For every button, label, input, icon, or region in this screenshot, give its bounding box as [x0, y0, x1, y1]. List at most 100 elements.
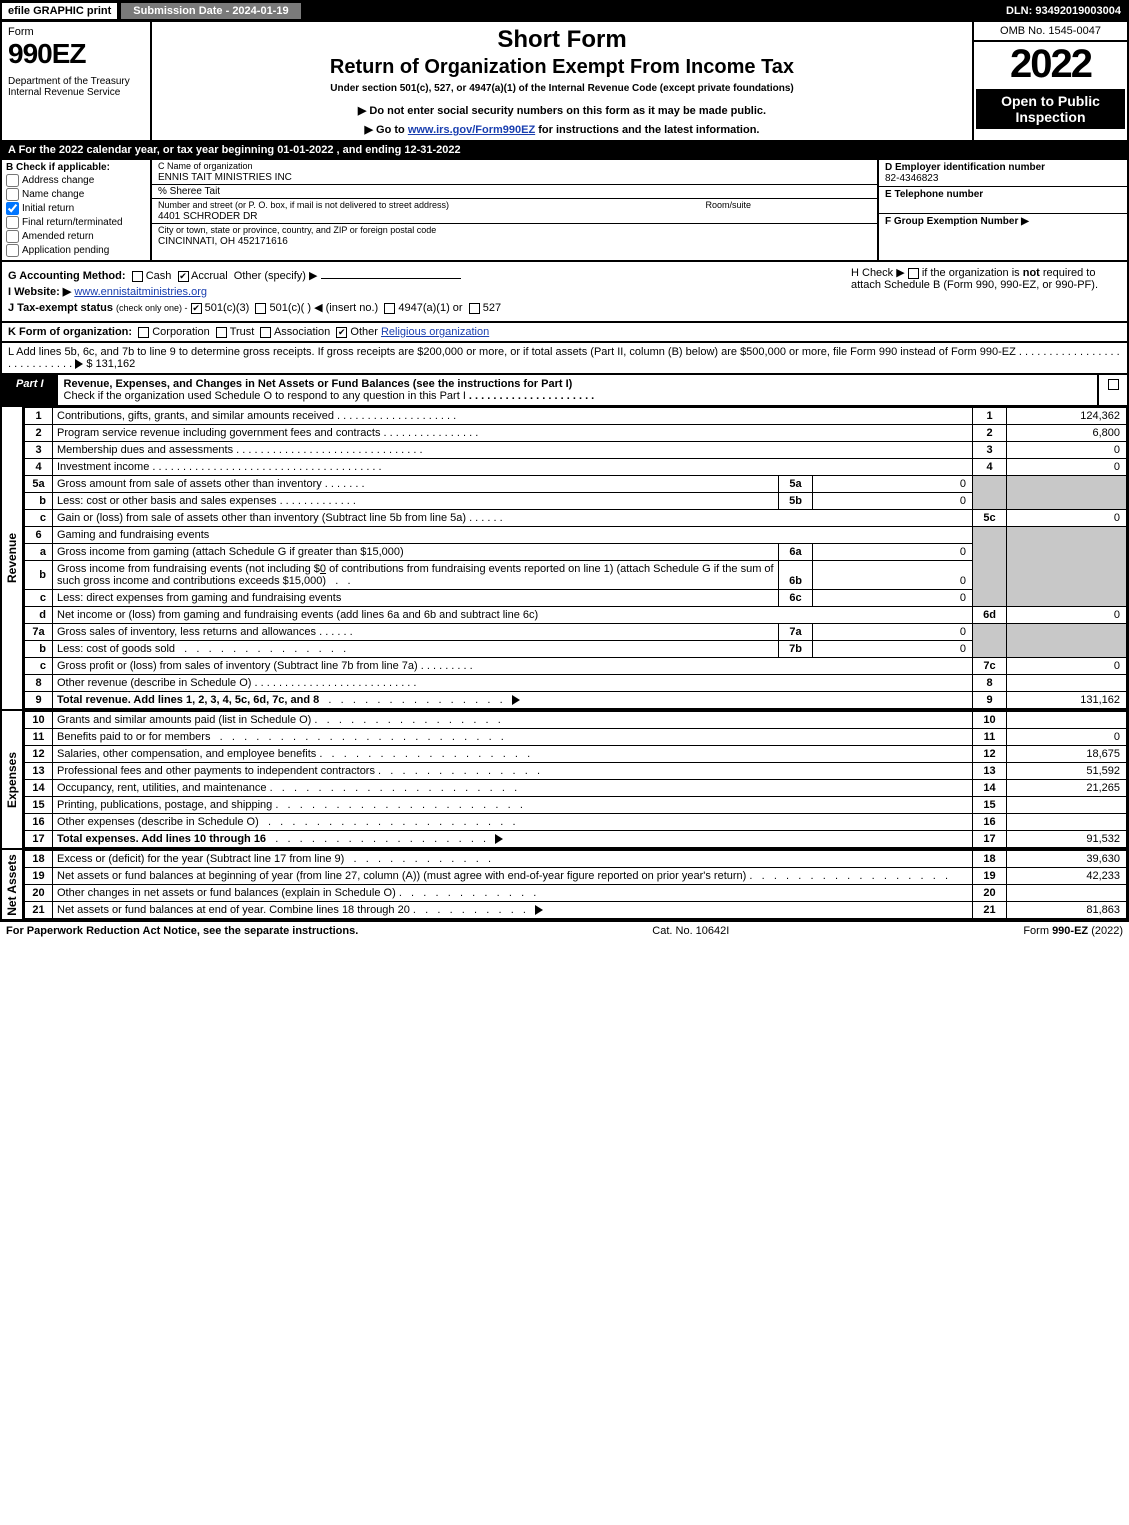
omb-number: OMB No. 1545-0047	[974, 22, 1127, 42]
g-other: Other (specify) ▶	[234, 270, 318, 282]
row-k: K Form of organization: Corporation Trus…	[0, 323, 1129, 343]
chk-application-pending[interactable]: Application pending	[6, 244, 146, 257]
table-row: 12Salaries, other compensation, and empl…	[25, 746, 1127, 763]
table-row: 5aGross amount from sale of assets other…	[25, 476, 1127, 493]
row-a-calendar: A For the 2022 calendar year, or tax yea…	[0, 142, 1129, 160]
i-label: I Website: ▶	[8, 286, 71, 298]
pct-name: % Sheree Tait	[158, 186, 220, 197]
c-name-label: C Name of organization	[158, 161, 253, 171]
table-row: 1Contributions, gifts, grants, and simil…	[25, 408, 1127, 425]
h-checkbox[interactable]	[908, 268, 919, 279]
net-assets-section: Net Assets 18Excess or (deficit) for the…	[0, 850, 1129, 921]
k-other-value[interactable]: Religious organization	[381, 326, 489, 338]
dln-label: DLN: 93492019003004	[998, 3, 1129, 19]
table-row: 3Membership dues and assessments . . . .…	[25, 442, 1127, 459]
do-not-enter: ▶ Do not enter social security numbers o…	[160, 104, 964, 117]
footer-left: For Paperwork Reduction Act Notice, see …	[6, 925, 358, 937]
triangle-icon	[75, 359, 83, 369]
chk-amended-return[interactable]: Amended return	[6, 230, 146, 243]
tax-year: 2022	[974, 42, 1127, 87]
f-label: F Group Exemption Number ▶	[885, 216, 1029, 227]
submission-date: Submission Date - 2024-01-19	[119, 1, 302, 21]
header-mid: Short Form Return of Organization Exempt…	[152, 22, 972, 140]
part-i-title-text: Revenue, Expenses, and Changes in Net As…	[64, 378, 573, 390]
chk-label: Address change	[22, 175, 94, 186]
form-word: Form	[8, 26, 144, 38]
k-other-chk[interactable]	[336, 327, 347, 338]
revenue-side-label: Revenue	[2, 407, 24, 709]
table-row: 21Net assets or fund balances at end of …	[25, 902, 1127, 919]
table-row: bLess: cost of goods sold . . . . . . . …	[25, 641, 1127, 658]
table-row: aGross income from gaming (attach Schedu…	[25, 544, 1127, 561]
table-row: 11Benefits paid to or for members . . . …	[25, 729, 1127, 746]
row-l: L Add lines 5b, 6c, and 7b to line 9 to …	[0, 343, 1129, 375]
part-i-check: Check if the organization used Schedule …	[64, 390, 466, 402]
chk-final-return[interactable]: Final return/terminated	[6, 216, 146, 229]
part-i-checkbox[interactable]	[1097, 375, 1127, 405]
j-sub: (check only one) -	[116, 303, 188, 313]
j-line: J Tax-exempt status (check only one) - 5…	[8, 301, 1121, 314]
street-label: Number and street (or P. O. box, if mail…	[158, 200, 449, 210]
table-row: bLess: cost or other basis and sales exp…	[25, 493, 1127, 510]
table-row: bGross income from fundraising events (n…	[25, 561, 1127, 590]
page-footer: For Paperwork Reduction Act Notice, see …	[0, 921, 1129, 940]
e-label: E Telephone number	[885, 189, 983, 200]
table-row: 20Other changes in net assets or fund ba…	[25, 885, 1127, 902]
k-label: K Form of organization:	[8, 326, 132, 338]
chk-initial-return[interactable]: Initial return	[6, 202, 146, 215]
triangle-icon	[512, 695, 520, 705]
j-label: J Tax-exempt status	[8, 302, 113, 314]
j-opt1: 501(c)(3)	[205, 302, 250, 314]
dept-treasury: Department of the Treasury Internal Reve…	[8, 76, 144, 98]
footer-catno: Cat. No. 10642I	[652, 925, 729, 937]
goto-pre: ▶ Go to	[365, 124, 408, 136]
table-row: 6Gaming and fundraising events	[25, 527, 1127, 544]
j-501c-chk[interactable]	[255, 303, 266, 314]
table-row: 13Professional fees and other payments t…	[25, 763, 1127, 780]
org-name: ENNIS TAIT MINISTRIES INC	[158, 172, 292, 183]
footer-right: Form 990-EZ (2022)	[1023, 925, 1123, 937]
g-cash-chk[interactable]	[132, 271, 143, 282]
efile-print-button[interactable]: efile GRAPHIC print	[0, 1, 119, 21]
part-i-tab: Part I	[2, 375, 58, 405]
goto-line: ▶ Go to www.irs.gov/Form990EZ for instru…	[160, 123, 964, 136]
col-def: D Employer identification number 82-4346…	[877, 160, 1127, 260]
col-c-org: C Name of organization ENNIS TAIT MINIST…	[152, 160, 877, 260]
g-other-input[interactable]	[321, 278, 461, 279]
chk-name-change[interactable]: Name change	[6, 188, 146, 201]
table-row: 15Printing, publications, postage, and s…	[25, 797, 1127, 814]
j-opt2: 501(c)( )	[269, 302, 311, 314]
b-label: B Check if applicable:	[6, 162, 146, 173]
goto-link[interactable]: www.irs.gov/Form990EZ	[408, 124, 535, 136]
j-527-chk[interactable]	[469, 303, 480, 314]
g-accrual: Accrual	[191, 270, 228, 282]
k-trust: Trust	[230, 326, 255, 338]
k-assoc-chk[interactable]	[260, 327, 271, 338]
expenses-side-label: Expenses	[2, 711, 24, 848]
expenses-table: 10Grants and similar amounts paid (list …	[24, 711, 1127, 848]
city-value: CINCINNATI, OH 452171616	[158, 236, 288, 247]
chk-address-change[interactable]: Address change	[6, 174, 146, 187]
net-assets-side-label: Net Assets	[2, 850, 24, 919]
website-link[interactable]: www.ennistaitministries.org	[74, 286, 207, 298]
k-trust-chk[interactable]	[216, 327, 227, 338]
goto-post: for instructions and the latest informat…	[535, 124, 759, 136]
short-form-title: Short Form	[160, 26, 964, 54]
table-row: 8Other revenue (describe in Schedule O) …	[25, 675, 1127, 692]
expenses-section: Expenses 10Grants and similar amounts pa…	[0, 711, 1129, 850]
table-row: dNet income or (loss) from gaming and fu…	[25, 607, 1127, 624]
table-row: cGross profit or (loss) from sales of in…	[25, 658, 1127, 675]
h-block: H Check ▶ if the organization is not req…	[841, 266, 1121, 291]
part-i-title: Revenue, Expenses, and Changes in Net As…	[58, 375, 1097, 405]
part-i-header: Part I Revenue, Expenses, and Changes in…	[0, 375, 1129, 407]
j-opt3: 4947(a)(1) or	[398, 302, 462, 314]
j-501c3-chk[interactable]	[191, 303, 202, 314]
form-number: 990EZ	[8, 38, 144, 70]
j-4947-chk[interactable]	[384, 303, 395, 314]
revenue-section: Revenue 1Contributions, gifts, grants, a…	[0, 407, 1129, 711]
j-insert: ◀ (insert no.)	[314, 302, 378, 314]
chk-label: Final return/terminated	[22, 217, 123, 228]
k-corp-chk[interactable]	[138, 327, 149, 338]
g-accrual-chk[interactable]	[178, 271, 189, 282]
k-assoc: Association	[274, 326, 330, 338]
